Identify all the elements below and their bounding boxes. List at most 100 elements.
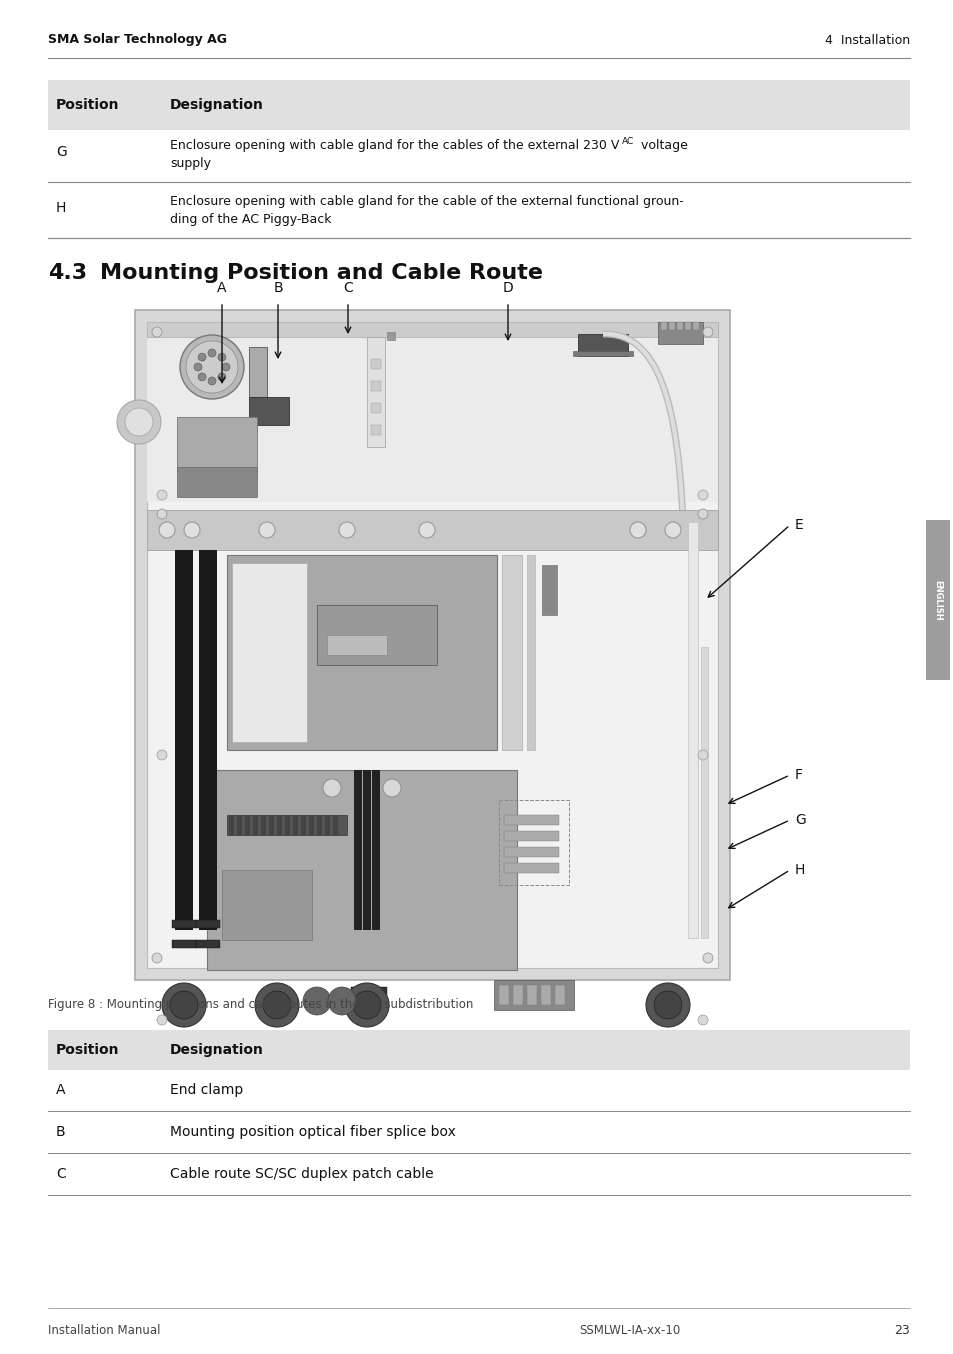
- Bar: [177, 417, 256, 473]
- Text: Enclosure opening with cable gland for the cable of the external functional grou: Enclosure opening with cable gland for t…: [170, 195, 683, 207]
- Circle shape: [323, 779, 340, 798]
- Bar: [293, 815, 297, 835]
- Bar: [253, 815, 257, 835]
- Circle shape: [184, 523, 200, 538]
- Circle shape: [353, 991, 380, 1020]
- Circle shape: [217, 353, 226, 362]
- Bar: [261, 815, 266, 835]
- Text: H: H: [56, 200, 67, 215]
- Bar: [301, 815, 306, 835]
- Text: supply: supply: [170, 157, 211, 169]
- Bar: [48, 80, 909, 130]
- Bar: [172, 919, 195, 927]
- Bar: [387, 332, 395, 340]
- Text: G: G: [794, 812, 805, 827]
- Bar: [503, 815, 558, 825]
- Text: G: G: [56, 145, 67, 158]
- Circle shape: [645, 983, 689, 1026]
- Text: Mounting position optical fiber splice box: Mounting position optical fiber splice b…: [170, 1125, 456, 1139]
- Bar: [195, 940, 220, 948]
- Bar: [363, 770, 371, 930]
- Bar: [309, 815, 314, 835]
- Bar: [236, 815, 242, 835]
- Circle shape: [698, 509, 707, 519]
- Text: SSMLWL-IA-xx-10: SSMLWL-IA-xx-10: [578, 1323, 679, 1336]
- Circle shape: [208, 376, 215, 385]
- Bar: [925, 520, 949, 680]
- Text: F: F: [794, 768, 802, 783]
- Circle shape: [654, 991, 681, 1020]
- Circle shape: [159, 523, 174, 538]
- Bar: [316, 605, 436, 665]
- Text: C: C: [56, 1167, 66, 1181]
- Text: Installation Manual: Installation Manual: [48, 1323, 160, 1336]
- Circle shape: [162, 983, 206, 1026]
- Circle shape: [157, 490, 167, 500]
- Text: Designation: Designation: [170, 97, 264, 112]
- Circle shape: [186, 341, 237, 393]
- Bar: [147, 322, 718, 337]
- Circle shape: [198, 372, 206, 380]
- Text: A: A: [217, 282, 227, 295]
- Bar: [195, 919, 220, 927]
- Text: AC: AC: [621, 138, 634, 146]
- Bar: [285, 815, 290, 835]
- Circle shape: [125, 408, 152, 436]
- Bar: [147, 510, 718, 550]
- Circle shape: [157, 1016, 167, 1025]
- Circle shape: [217, 372, 226, 380]
- Bar: [573, 351, 633, 356]
- Text: H: H: [794, 862, 804, 877]
- Bar: [147, 322, 718, 968]
- Circle shape: [629, 523, 645, 538]
- Bar: [222, 871, 312, 940]
- Text: A: A: [56, 1083, 66, 1097]
- Bar: [684, 322, 690, 330]
- Text: Cable route SC/SC duplex patch cable: Cable route SC/SC duplex patch cable: [170, 1167, 434, 1181]
- Text: Enclosure opening with cable gland for the cables of the external 230 V: Enclosure opening with cable gland for t…: [170, 138, 618, 152]
- Bar: [498, 984, 509, 1005]
- Circle shape: [157, 509, 167, 519]
- Circle shape: [157, 750, 167, 760]
- Text: B: B: [273, 282, 282, 295]
- Text: ENGLISH: ENGLISH: [933, 580, 942, 620]
- Bar: [498, 800, 568, 886]
- Bar: [351, 987, 387, 995]
- Text: Figure 8 : Mounting positions and cable routes in the DC subdistribution: Figure 8 : Mounting positions and cable …: [48, 998, 473, 1011]
- Text: E: E: [794, 519, 803, 532]
- Bar: [249, 347, 267, 397]
- Text: 23: 23: [893, 1323, 909, 1336]
- Bar: [269, 815, 274, 835]
- Bar: [503, 862, 558, 873]
- Circle shape: [152, 953, 162, 963]
- Circle shape: [664, 523, 680, 538]
- Bar: [503, 848, 558, 857]
- Bar: [249, 397, 289, 425]
- Bar: [227, 815, 347, 835]
- Bar: [147, 322, 718, 502]
- Bar: [227, 555, 497, 750]
- Bar: [354, 770, 361, 930]
- Text: C: C: [343, 282, 353, 295]
- Bar: [526, 555, 535, 750]
- Bar: [245, 815, 250, 835]
- Bar: [371, 359, 380, 370]
- Text: Position: Position: [56, 97, 119, 112]
- Text: 4.3: 4.3: [48, 263, 87, 283]
- Text: Mounting Position and Cable Route: Mounting Position and Cable Route: [100, 263, 542, 283]
- Bar: [494, 980, 574, 1010]
- Circle shape: [258, 523, 274, 538]
- Circle shape: [328, 987, 355, 1016]
- Circle shape: [702, 953, 712, 963]
- Text: Designation: Designation: [170, 1043, 264, 1057]
- Circle shape: [303, 987, 331, 1016]
- Circle shape: [418, 523, 435, 538]
- Circle shape: [702, 328, 712, 337]
- Circle shape: [698, 1016, 707, 1025]
- Text: B: B: [56, 1125, 66, 1139]
- Bar: [555, 984, 564, 1005]
- Bar: [371, 403, 380, 413]
- Bar: [333, 815, 337, 835]
- Bar: [578, 334, 627, 356]
- Bar: [513, 984, 522, 1005]
